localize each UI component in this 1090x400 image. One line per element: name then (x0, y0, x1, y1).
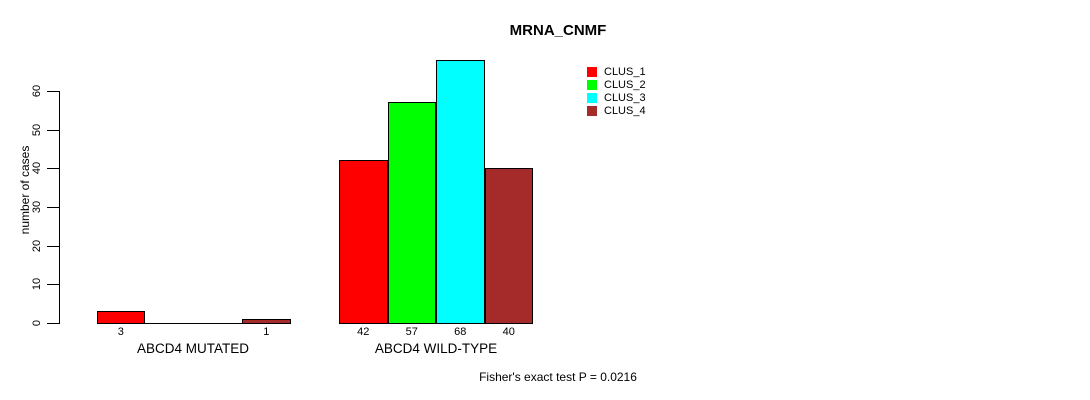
bar-clus_3-zero (193, 323, 242, 324)
y-tick (47, 129, 59, 131)
legend-item: CLUS_3 (587, 91, 646, 104)
y-tick-label: 40 (31, 162, 43, 175)
bar-clus_3 (436, 59, 485, 324)
y-tick (47, 90, 59, 92)
y-tick-label: 10 (31, 278, 43, 291)
y-tick-label: 20 (31, 239, 43, 252)
bar-value-label: 40 (502, 326, 515, 338)
bar-clus_4 (242, 319, 291, 324)
y-tick (47, 206, 59, 208)
x-group-label-wild-type: ABCD4 WILD-TYPE (374, 341, 498, 356)
legend-swatch-clus-4 (587, 105, 597, 116)
bar-clus_4 (484, 168, 533, 324)
y-tick-label: 60 (31, 84, 43, 97)
legend-item: CLUS_4 (587, 104, 646, 117)
legend-swatch-clus-3 (587, 92, 597, 103)
legend-item: CLUS_2 (587, 78, 646, 91)
bar-clus_2-zero (145, 323, 194, 324)
y-axis-line (59, 90, 60, 324)
bar-value-label: 1 (263, 326, 270, 338)
bar-clus_1 (339, 160, 388, 324)
legend-label-clus-4: CLUS_4 (604, 104, 646, 117)
legend-item: CLUS_1 (587, 65, 646, 78)
legend-label-clus-2: CLUS_2 (604, 78, 646, 91)
bar-value-label: 68 (454, 326, 467, 338)
y-tick-label: 50 (31, 123, 43, 136)
legend-label-clus-3: CLUS_3 (604, 91, 646, 104)
bar-value-label: 3 (117, 326, 124, 338)
fisher-test-annotation: Fisher's exact test P = 0.0216 (479, 370, 637, 384)
legend-label-clus-1: CLUS_1 (604, 65, 646, 78)
bar-clus_1 (96, 311, 145, 324)
y-tick-label: 0 (31, 319, 43, 327)
bar-clus_2 (387, 102, 436, 324)
legend-swatch-clus-1 (587, 66, 597, 77)
legend-swatch-clus-2 (587, 79, 597, 90)
legend: CLUS_1 CLUS_2 CLUS_3 CLUS_4 (587, 65, 646, 117)
y-tick-label: 30 (31, 200, 43, 214)
y-tick (47, 168, 59, 170)
bar-value-label: 42 (357, 326, 370, 338)
y-tick (47, 284, 59, 286)
chart-title: MRNA_CNMF (509, 22, 607, 39)
x-group-label-mutated: ABCD4 MUTATED (136, 341, 250, 356)
y-tick (47, 323, 59, 324)
y-tick (47, 245, 59, 247)
bar-value-label: 57 (405, 326, 418, 338)
y-axis-label: number of cases (18, 145, 32, 235)
